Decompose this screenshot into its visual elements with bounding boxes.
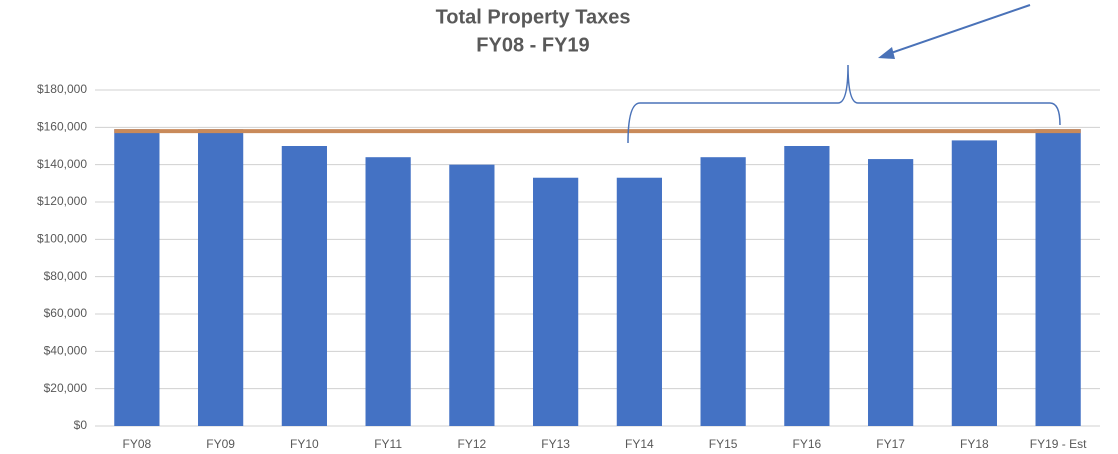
x-tick-label: FY12 — [458, 437, 487, 451]
x-tick-label: FY08 — [123, 437, 152, 451]
plot: $0 $20,000 $40,000 $60,000 $80,000 $100,000 $1… — [37, 82, 1100, 451]
chart-title: Total Property Taxes — [436, 6, 631, 28]
x-tick-label: FY15 — [709, 437, 738, 451]
bar — [784, 146, 830, 426]
y-tick-label: $160,000 — [37, 120, 87, 134]
y-tick-label: $80,000 — [44, 269, 88, 283]
chart-subtitle: FY08 - FY19 — [476, 34, 589, 56]
bar — [449, 164, 495, 426]
bar — [198, 129, 244, 426]
bar — [114, 129, 160, 426]
y-tick-label: $180,000 — [37, 82, 87, 96]
y-tick-label: $40,000 — [44, 344, 88, 358]
y-tick-label: $0 — [74, 418, 88, 432]
y-tick-label: $60,000 — [44, 306, 88, 320]
x-tick-label: FY19 - Est — [1030, 437, 1087, 451]
bar — [365, 157, 411, 426]
y-tick-label: $120,000 — [37, 194, 87, 208]
x-tick-label: FY11 — [374, 437, 402, 451]
y-tick-label: $20,000 — [44, 381, 88, 395]
bar — [1035, 129, 1081, 426]
bar — [616, 177, 662, 426]
x-tick-label: FY16 — [793, 437, 822, 451]
x-tick-label: FY18 — [960, 437, 989, 451]
bracket — [627, 64, 1061, 144]
x-tick-label: FY10 — [290, 437, 319, 451]
bar — [700, 157, 746, 426]
bar — [951, 140, 997, 426]
bar — [281, 146, 327, 426]
bar — [533, 177, 579, 426]
x-tick-label: FY14 — [625, 437, 654, 451]
y-tick-label: $140,000 — [37, 157, 87, 171]
x-tick-label: FY09 — [206, 437, 235, 451]
bar — [868, 159, 914, 427]
x-tick-label: FY13 — [541, 437, 570, 451]
arrow-head — [878, 47, 895, 59]
x-tick-label: FY17 — [876, 437, 905, 451]
arrow — [887, 4, 1031, 55]
y-tick-label: $100,000 — [37, 232, 87, 246]
